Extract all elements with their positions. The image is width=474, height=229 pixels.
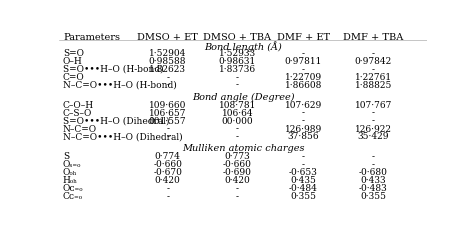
Text: -: - xyxy=(302,65,305,74)
Text: Hₒₕ: Hₒₕ xyxy=(63,176,78,185)
Text: -0·484: -0·484 xyxy=(289,184,318,193)
Text: 107·629: 107·629 xyxy=(285,101,322,109)
Text: S=O: S=O xyxy=(63,49,84,58)
Text: Parameters: Parameters xyxy=(63,33,120,42)
Text: 1·52933: 1·52933 xyxy=(219,49,256,58)
Text: -: - xyxy=(236,184,239,193)
Text: S=O•••H–O (H-bond): S=O•••H–O (H-bond) xyxy=(63,65,164,74)
Text: DMSO + TBA: DMSO + TBA xyxy=(203,33,272,42)
Text: -0·660: -0·660 xyxy=(223,160,252,169)
Text: -: - xyxy=(372,160,375,169)
Text: -0·653: -0·653 xyxy=(289,168,318,177)
Text: Oₒₕ: Oₒₕ xyxy=(63,168,77,177)
Text: 0·97811: 0·97811 xyxy=(285,57,322,66)
Text: 35·429: 35·429 xyxy=(357,133,389,142)
Text: 0·773: 0·773 xyxy=(225,153,250,161)
Text: -0·670: -0·670 xyxy=(153,168,182,177)
Text: C=O: C=O xyxy=(63,73,85,82)
Text: -: - xyxy=(302,117,305,125)
Text: 1·22761: 1·22761 xyxy=(355,73,392,82)
Text: 0·97842: 0·97842 xyxy=(355,57,392,66)
Text: -: - xyxy=(302,109,305,117)
Text: 00·000: 00·000 xyxy=(222,117,253,125)
Text: Oᴄ₌ₒ: Oᴄ₌ₒ xyxy=(63,184,83,193)
Text: N–C=O•••H–O (Dihedral): N–C=O•••H–O (Dihedral) xyxy=(63,133,182,142)
Text: 1·88825: 1·88825 xyxy=(355,81,392,90)
Text: -: - xyxy=(372,65,375,74)
Text: 1·52904: 1·52904 xyxy=(149,49,186,58)
Text: DMF + TBA: DMF + TBA xyxy=(343,33,403,42)
Text: -: - xyxy=(236,192,239,201)
Text: DMF + ET: DMF + ET xyxy=(277,33,330,42)
Text: 107·767: 107·767 xyxy=(355,101,392,109)
Text: 108·781: 108·781 xyxy=(219,101,256,109)
Text: -: - xyxy=(302,153,305,161)
Text: Mulliken atomic charges: Mulliken atomic charges xyxy=(182,144,304,153)
Text: -: - xyxy=(166,192,169,201)
Text: C–S–O: C–S–O xyxy=(63,109,92,117)
Text: O–H: O–H xyxy=(63,57,82,66)
Text: -: - xyxy=(372,153,375,161)
Text: -0·660: -0·660 xyxy=(153,160,182,169)
Text: -: - xyxy=(166,81,169,90)
Text: 0·420: 0·420 xyxy=(225,176,250,185)
Text: -0·690: -0·690 xyxy=(223,168,252,177)
Text: Bond angle (Degree): Bond angle (Degree) xyxy=(191,93,294,102)
Text: 0·433: 0·433 xyxy=(361,176,386,185)
Text: S=O•••H–O (Dihedral): S=O•••H–O (Dihedral) xyxy=(63,117,169,125)
Text: 0·98631: 0·98631 xyxy=(219,57,256,66)
Text: N–C=O: N–C=O xyxy=(63,125,97,134)
Text: 0·435: 0·435 xyxy=(291,176,317,185)
Text: 126·989: 126·989 xyxy=(285,125,322,134)
Text: -: - xyxy=(372,109,375,117)
Text: -0·483: -0·483 xyxy=(359,184,388,193)
Text: Oₛ₌ₒ: Oₛ₌ₒ xyxy=(63,160,82,169)
Text: -: - xyxy=(166,184,169,193)
Text: 106·64: 106·64 xyxy=(222,109,253,117)
Text: 1·83736: 1·83736 xyxy=(219,65,256,74)
Text: -0·680: -0·680 xyxy=(359,168,388,177)
Text: Bond length (Å): Bond length (Å) xyxy=(204,41,282,52)
Text: 1·86608: 1·86608 xyxy=(285,81,322,90)
Text: -: - xyxy=(236,81,239,90)
Text: N–C=O•••H–O (H-bond): N–C=O•••H–O (H-bond) xyxy=(63,81,177,90)
Text: 37·856: 37·856 xyxy=(288,133,319,142)
Text: 0·98588: 0·98588 xyxy=(149,57,186,66)
Text: 109·660: 109·660 xyxy=(149,101,186,109)
Text: 1·22709: 1·22709 xyxy=(285,73,322,82)
Text: -: - xyxy=(236,73,239,82)
Text: 0·355: 0·355 xyxy=(291,192,317,201)
Text: 0·355: 0·355 xyxy=(360,192,386,201)
Text: 126·922: 126·922 xyxy=(355,125,392,134)
Text: Cᴄ₌ₒ: Cᴄ₌ₒ xyxy=(63,192,83,201)
Text: C–O–H: C–O–H xyxy=(63,101,94,109)
Text: -: - xyxy=(166,125,169,134)
Text: 001·557: 001·557 xyxy=(149,117,186,125)
Text: -: - xyxy=(236,125,239,134)
Text: -: - xyxy=(236,133,239,142)
Text: -: - xyxy=(166,73,169,82)
Text: -: - xyxy=(372,117,375,125)
Text: 1·82623: 1·82623 xyxy=(149,65,186,74)
Text: -: - xyxy=(372,49,375,58)
Text: -: - xyxy=(166,133,169,142)
Text: -: - xyxy=(302,49,305,58)
Text: 0·420: 0·420 xyxy=(155,176,181,185)
Text: 106·657: 106·657 xyxy=(149,109,186,117)
Text: DMSO + ET: DMSO + ET xyxy=(137,33,198,42)
Text: -: - xyxy=(302,160,305,169)
Text: 0·774: 0·774 xyxy=(155,153,181,161)
Text: S: S xyxy=(63,153,69,161)
